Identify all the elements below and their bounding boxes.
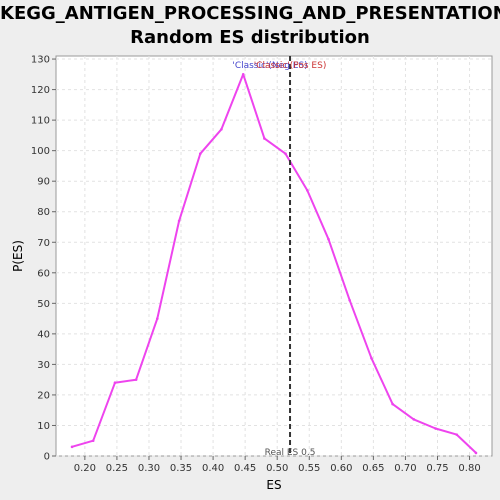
data-point (474, 451, 478, 455)
data-point (455, 433, 459, 436)
y-tick-label: 0 (44, 452, 50, 463)
data-point (134, 378, 138, 381)
chart-title-line2: Random ES distribution (130, 27, 370, 48)
series-layer (70, 73, 478, 455)
classic-pos-es-annotation: 'Classic'(Pos ES) (254, 61, 327, 71)
data-point (306, 189, 309, 192)
y-tick-label: 20 (37, 390, 50, 401)
y-tick-label: 60 (37, 268, 50, 279)
y-tick-label: 70 (37, 238, 50, 249)
x-tick-label: 0.35 (170, 463, 192, 474)
y-tick-label: 100 (31, 146, 50, 157)
plot-area (55, 55, 493, 457)
real-es-label: Real ES 0.5 (265, 448, 316, 458)
data-point (263, 137, 266, 140)
data-point (284, 152, 287, 156)
x-tick-label: 0.30 (138, 463, 160, 474)
grid (56, 56, 492, 457)
y-tick-label: 130 (31, 55, 50, 66)
y-tick-label: 10 (37, 421, 50, 432)
x-tick-label: 0.50 (266, 463, 288, 474)
classic-neg-es-annotation: 'Classic'(Neg ES) (232, 61, 307, 71)
x-tick-label: 0.70 (394, 463, 416, 474)
data-point (198, 152, 202, 156)
y-tick-label: 120 (31, 85, 50, 96)
es-distribution-line (71, 73, 477, 454)
x-tick-label: 0.40 (202, 463, 224, 474)
x-tick-label: 0.20 (74, 463, 96, 474)
x-tick-label: 0.55 (298, 463, 320, 474)
data-point (412, 418, 416, 421)
y-tick-label: 90 (37, 177, 50, 188)
y-tick-label: 40 (37, 329, 50, 340)
data-point (70, 445, 74, 449)
data-point (391, 402, 394, 406)
data-point (220, 127, 223, 131)
data-point (113, 381, 117, 385)
data-point (327, 237, 330, 241)
x-tick-label: 0.25 (106, 463, 128, 474)
x-tick-label: 0.80 (458, 463, 480, 474)
x-axis-label: ES (266, 478, 281, 492)
data-point (177, 219, 181, 223)
chart-title-line1: KEGG_ANTIGEN_PROCESSING_AND_PRESENTATION… (0, 3, 500, 24)
data-point (434, 427, 437, 430)
y-tick-label: 80 (37, 207, 50, 218)
y-tick-label: 50 (37, 299, 50, 310)
x-tick-label: 0.45 (234, 463, 256, 474)
x-tick-label: 0.65 (362, 463, 384, 474)
data-point (370, 356, 373, 360)
x-tick-label: 0.75 (426, 463, 448, 474)
axes: 0 10 20 30 40 50 60 70 80 90 100 110 120 130 0.20 0.25 0… (31, 55, 481, 474)
y-tick-label: 30 (37, 360, 50, 371)
data-point (348, 298, 351, 302)
data-point (156, 317, 159, 320)
y-tick-label: 110 (31, 116, 50, 127)
data-point (241, 73, 245, 76)
data-point (91, 439, 95, 443)
y-axis-label: P(ES) (11, 240, 25, 272)
x-tick-label: 0.60 (330, 463, 352, 474)
